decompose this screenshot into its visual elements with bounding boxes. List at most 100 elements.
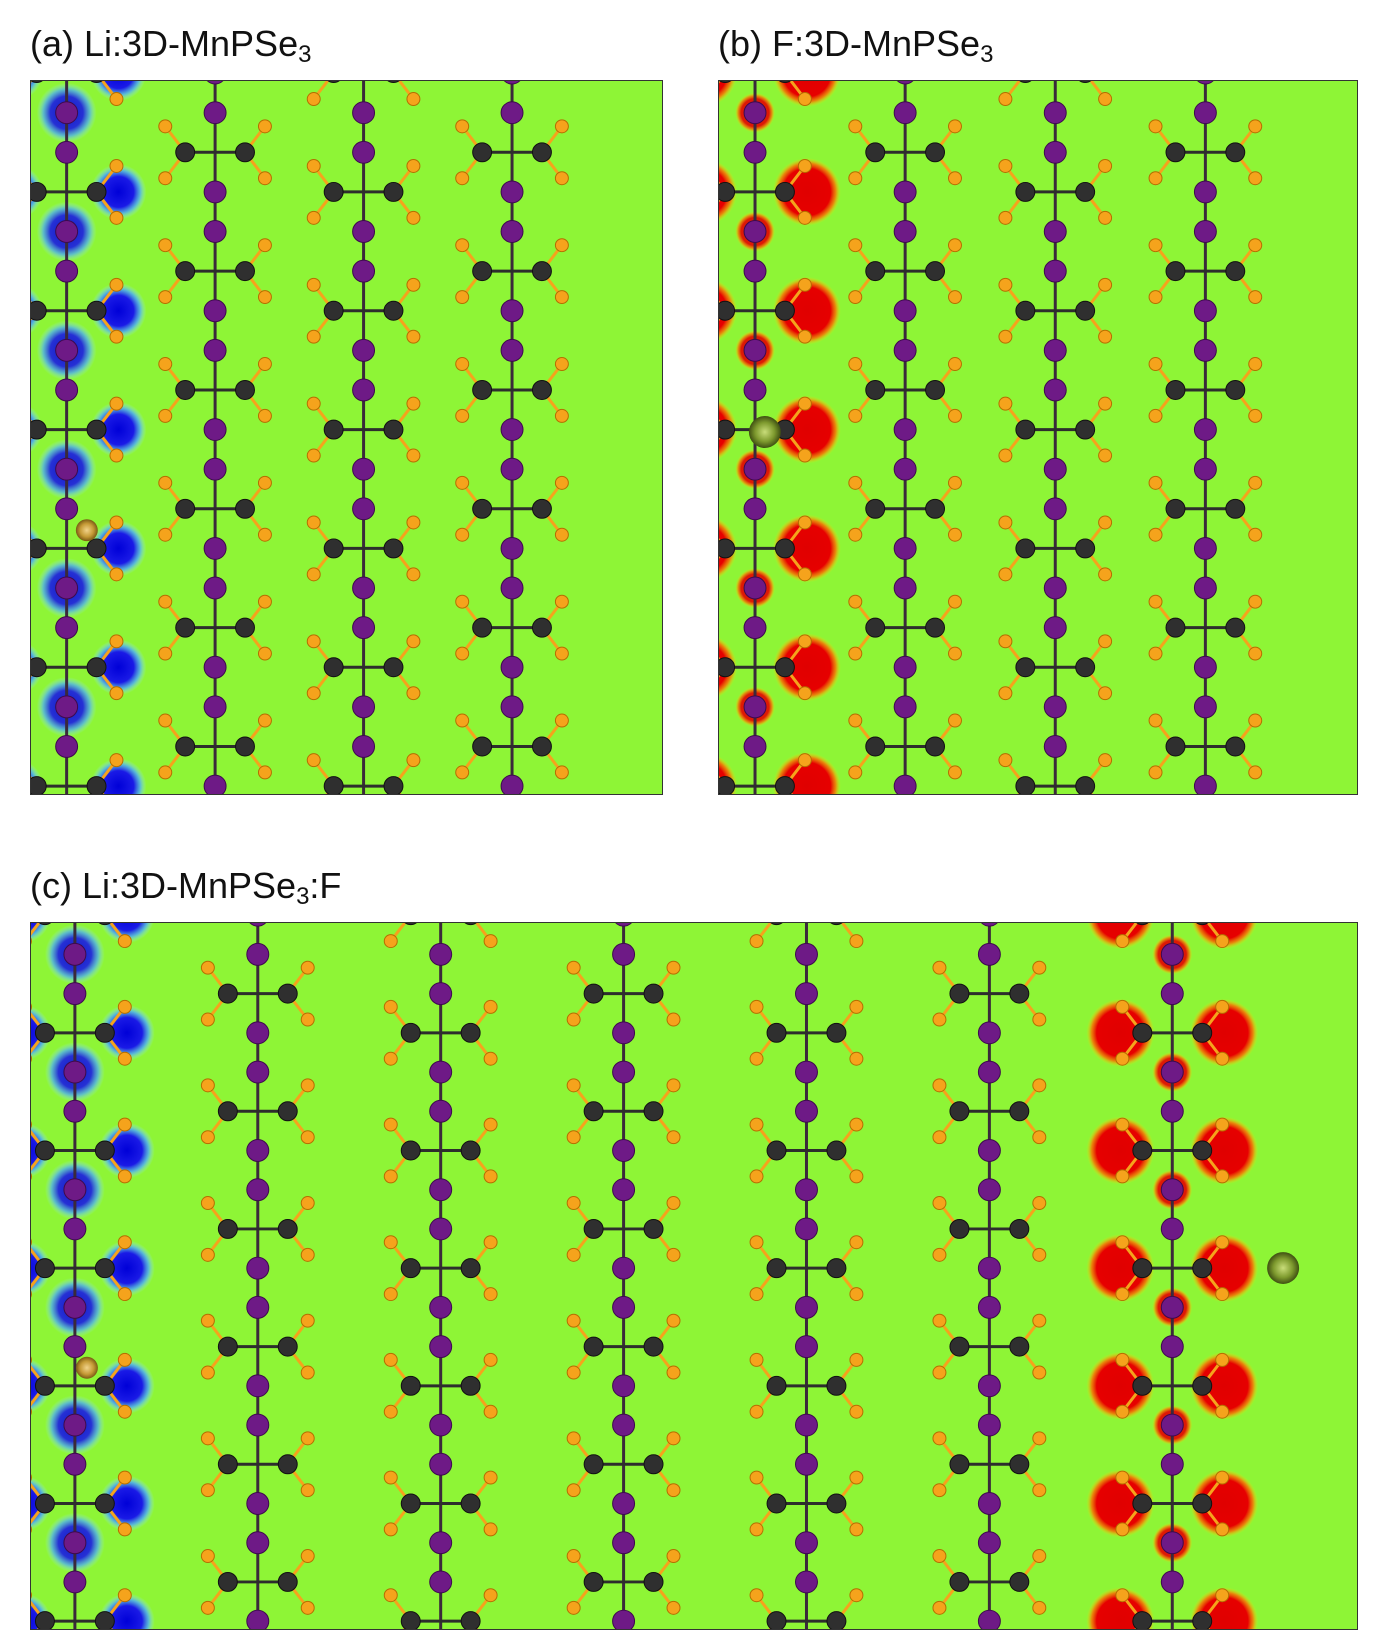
chain-mn-atom bbox=[977, 1060, 1001, 1084]
chain-se-atom bbox=[666, 1365, 681, 1380]
mnpse3-chain bbox=[998, 81, 1113, 794]
chain-mn-atom bbox=[55, 457, 79, 481]
chain-mn-atom bbox=[794, 1531, 818, 1555]
chain-p-atom bbox=[826, 1493, 847, 1514]
chain-se-atom bbox=[300, 1196, 315, 1210]
chain-se-atom bbox=[554, 475, 569, 490]
chain-p-atom bbox=[1009, 1454, 1030, 1475]
chain-mn-atom bbox=[1193, 576, 1217, 600]
chain-se-atom bbox=[200, 1012, 215, 1027]
chain-se-atom bbox=[948, 765, 962, 780]
chain-p-atom bbox=[1015, 538, 1036, 559]
chain-se-atom bbox=[1148, 119, 1163, 134]
chain-p-atom bbox=[1165, 736, 1186, 757]
chain-se-atom bbox=[797, 753, 812, 768]
chain-mn-atom bbox=[612, 1413, 636, 1437]
chain-se-atom bbox=[1032, 1130, 1047, 1145]
chain-se-atom bbox=[306, 277, 321, 292]
chain-p-atom bbox=[766, 1611, 787, 1629]
chain-mn-atom bbox=[500, 774, 524, 794]
chain-mn-atom bbox=[612, 1295, 636, 1319]
chain-se-atom bbox=[1032, 1365, 1047, 1380]
panel-a-structure bbox=[30, 80, 663, 795]
electron-cloud bbox=[90, 639, 147, 696]
chain-mn-atom bbox=[246, 1295, 270, 1319]
chain-se-atom bbox=[257, 527, 272, 542]
mnpse3-chain bbox=[383, 923, 498, 1629]
chain-mn-atom bbox=[1043, 378, 1067, 402]
chain-se-atom bbox=[383, 1470, 398, 1485]
chain-p-atom bbox=[774, 538, 795, 559]
chain-se-atom bbox=[1032, 1600, 1047, 1615]
chain-p-atom bbox=[323, 419, 344, 440]
chain-se-atom bbox=[300, 1247, 315, 1262]
chain-se-atom bbox=[848, 171, 863, 186]
chain-p-atom bbox=[464, 923, 477, 926]
chain-mn-atom bbox=[1160, 1531, 1184, 1555]
chain-se-atom bbox=[1115, 934, 1130, 949]
chain-se-atom bbox=[200, 960, 215, 975]
chain-mn-atom bbox=[246, 1531, 270, 1555]
chain-se-atom bbox=[383, 1287, 398, 1302]
chain-pse-bond bbox=[31, 923, 41, 936]
chain-mn-atom bbox=[500, 418, 524, 442]
chain-p-atom bbox=[277, 1218, 298, 1239]
chain-se-atom bbox=[566, 1365, 581, 1380]
chain-mn-atom bbox=[1160, 1217, 1184, 1241]
chain-mn-atom bbox=[246, 1256, 270, 1280]
chain-se-atom bbox=[566, 1247, 581, 1262]
chain-se-atom bbox=[797, 92, 812, 106]
chain-mn-atom bbox=[1160, 1178, 1184, 1202]
chain-se-atom bbox=[1098, 515, 1113, 530]
chain-p-atom bbox=[175, 379, 196, 400]
chain-se-atom bbox=[306, 515, 321, 530]
chain-mn-atom bbox=[743, 576, 767, 600]
chain-se-atom bbox=[1215, 1117, 1230, 1132]
chain-se-atom bbox=[109, 329, 124, 344]
chain-se-atom bbox=[483, 1051, 498, 1066]
chain-se-atom bbox=[200, 1365, 215, 1380]
chain-mn-atom bbox=[743, 497, 767, 521]
chain-se-atom bbox=[932, 1549, 947, 1563]
chain-se-atom bbox=[666, 1130, 681, 1145]
mnpse3-chain bbox=[1115, 923, 1230, 1629]
chain-p-atom bbox=[719, 181, 736, 202]
chain-p-atom bbox=[1075, 181, 1096, 202]
chain-p-atom bbox=[404, 923, 417, 926]
chain-p-atom bbox=[90, 81, 103, 84]
mnpse3-chain bbox=[158, 81, 272, 794]
panel-c-structure bbox=[30, 922, 1358, 1630]
chain-p-atom bbox=[217, 1336, 238, 1357]
chain-se-atom bbox=[566, 1483, 581, 1498]
chain-se-atom bbox=[1148, 594, 1163, 609]
chain-mn-atom bbox=[1193, 695, 1217, 719]
chain-se-atom bbox=[749, 1287, 764, 1302]
chain-se-atom bbox=[1215, 934, 1230, 949]
chain-se-atom bbox=[117, 1404, 132, 1419]
chain-mn-atom bbox=[503, 81, 521, 85]
chain-p-atom bbox=[86, 776, 107, 794]
chain-mn-atom bbox=[352, 378, 376, 402]
chain-se-atom bbox=[117, 934, 132, 949]
mnpse3-chain bbox=[200, 923, 315, 1629]
chain-p-atom bbox=[766, 1022, 787, 1043]
chain-se-atom bbox=[200, 1247, 215, 1262]
chain-mn-atom bbox=[743, 695, 767, 719]
chain-mn-atom bbox=[612, 1178, 636, 1202]
chain-mn-atom bbox=[893, 576, 917, 600]
mnpse3-chain bbox=[1148, 81, 1263, 794]
chain-p-atom bbox=[1132, 1258, 1153, 1279]
hole-cloud bbox=[1190, 1116, 1259, 1185]
chain-p-atom bbox=[86, 181, 107, 202]
chain-mn-atom bbox=[429, 1178, 453, 1202]
chain-mn-atom bbox=[429, 942, 453, 966]
chain-p-atom bbox=[1192, 1611, 1213, 1629]
chain-p-atom bbox=[383, 300, 404, 321]
chain-p-atom bbox=[1132, 1140, 1153, 1161]
chain-p-atom bbox=[217, 1218, 238, 1239]
chain-p-atom bbox=[86, 419, 107, 440]
panel-a-svg bbox=[31, 81, 662, 794]
chain-se-atom bbox=[848, 646, 863, 661]
chain-mn-atom bbox=[612, 1256, 636, 1280]
chain-se-atom bbox=[848, 408, 863, 423]
